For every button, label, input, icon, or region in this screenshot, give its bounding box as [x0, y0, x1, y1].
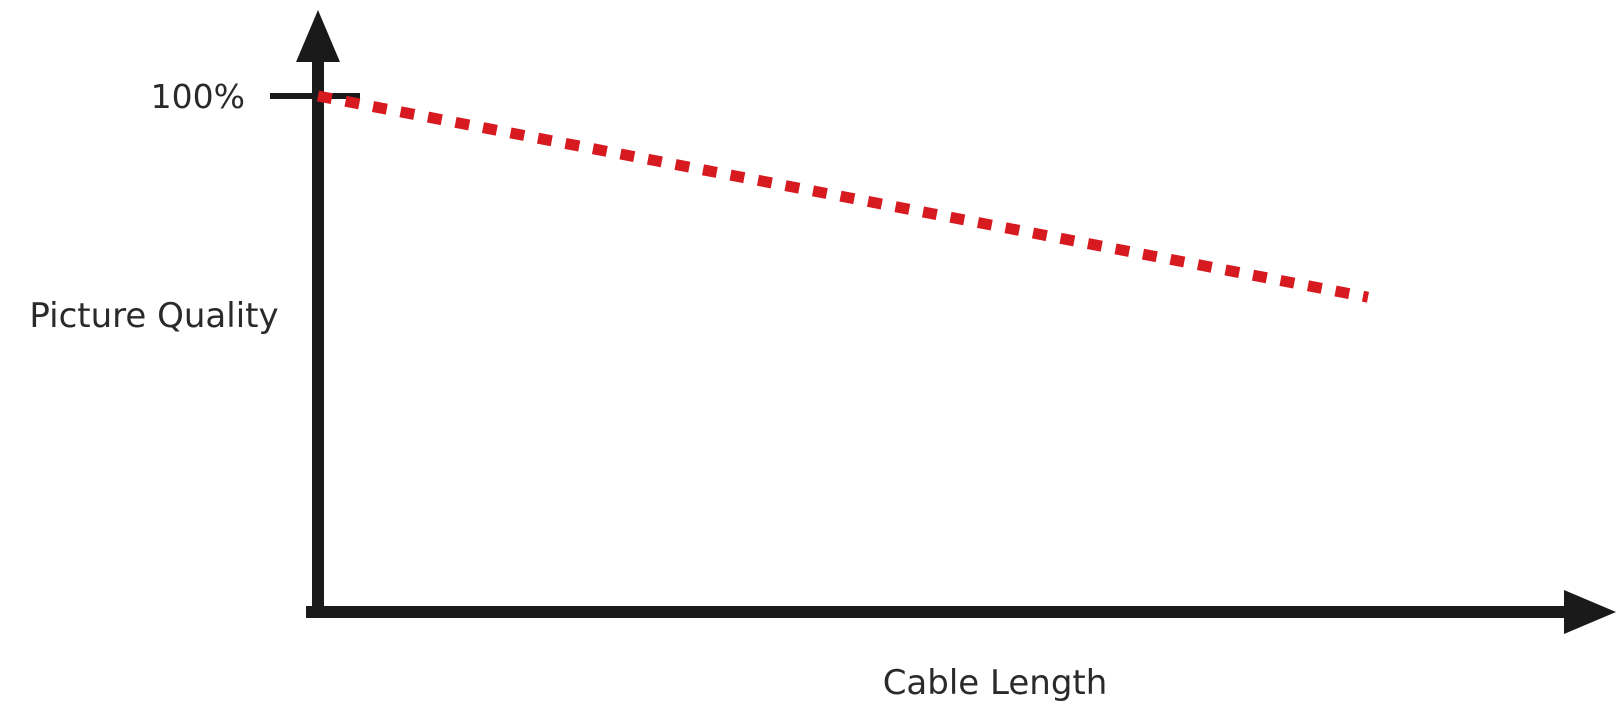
y-tick-label-100: 100% — [151, 77, 245, 116]
y-axis-arrow-icon — [296, 10, 340, 62]
x-axis-label: Cable Length — [883, 663, 1108, 703]
x-axis — [306, 590, 1616, 634]
series-layer — [316, 90, 1370, 303]
series-line-0 — [316, 90, 1370, 303]
y-axis-label: Picture Quality — [29, 296, 278, 336]
x-axis-arrow-icon — [1564, 590, 1616, 634]
y-axis — [296, 10, 340, 618]
